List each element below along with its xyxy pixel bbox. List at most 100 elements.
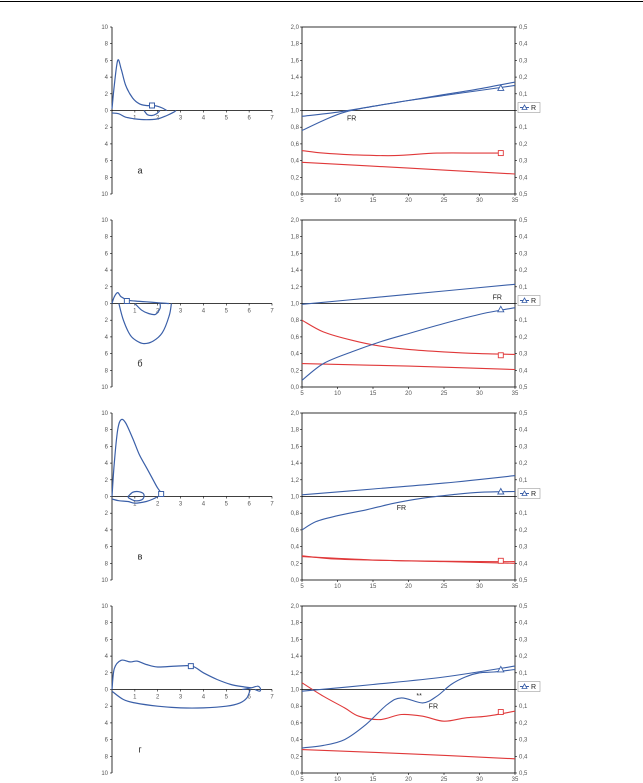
left-square-marker <box>187 663 194 670</box>
left-y-tick-label: 2 <box>105 671 109 677</box>
red-series-upper <box>301 319 516 355</box>
legend-label: R <box>531 298 536 305</box>
right-y2-tick-label: 0,3 <box>519 738 528 744</box>
left-x-tick-label: 7 <box>270 502 274 508</box>
left-x-tick-label: 2 <box>156 695 160 701</box>
right-y2-tick-label: 0,3 <box>519 251 528 257</box>
right-y-tick-label: 1,8 <box>291 235 300 241</box>
right-y-tick-label: 1,2 <box>291 92 300 98</box>
right-y-tick-label: 1,6 <box>291 251 300 257</box>
right-y-tick-label: 1,4 <box>291 654 300 660</box>
left-x-tick-label: 4 <box>202 695 206 701</box>
right-y-tick-label: 1,8 <box>291 621 300 627</box>
left-y-tick-label: 10 <box>101 385 108 391</box>
blue-series-fr <box>301 668 516 749</box>
left-x-tick-label: 4 <box>202 116 206 122</box>
right-y-tick-label: 1,0 <box>291 495 300 501</box>
left-square-marker <box>123 297 130 304</box>
left-curve-upper <box>111 418 163 497</box>
right-x-tick-label: 30 <box>476 198 483 204</box>
right-x-tick-label: 35 <box>512 391 519 397</box>
left-y-tick-label: 2 <box>105 318 109 324</box>
right-y2-tick-label: 0,5 <box>519 385 528 391</box>
right-y2-tick-label: 0,5 <box>519 578 528 584</box>
right-y2-tick-label: 0,1 <box>519 511 528 517</box>
left-y-tick-label: 10 <box>101 218 108 224</box>
left-y-tick-label: 6 <box>105 251 109 257</box>
left-curve-loop <box>143 110 161 117</box>
right-x-tick-label: 20 <box>405 777 412 783</box>
square-marker <box>497 709 504 715</box>
right-y2-tick-label: 0,3 <box>519 58 528 64</box>
left-x-tick-label: 4 <box>202 502 206 508</box>
right-x-tick-label: 30 <box>476 391 483 397</box>
left-y-tick-label: 8 <box>105 754 109 760</box>
square-marker <box>497 557 504 564</box>
square-marker <box>497 150 504 157</box>
left-y-tick-label: 2 <box>105 125 109 131</box>
right-x-tick-label: 5 <box>300 391 304 397</box>
right-y2-tick-label: 0,5 <box>519 771 528 777</box>
right-y2-tick-label: 0,2 <box>519 142 528 148</box>
left-y-tick-label: 8 <box>105 235 109 241</box>
left-y-tick-label: 8 <box>105 368 109 374</box>
right-y2-tick-label: 0,4 <box>519 561 528 567</box>
right-y2-tick-label: 0,2 <box>519 75 528 81</box>
legend-triangle <box>521 683 528 689</box>
right-y-tick-label: 0,8 <box>291 125 300 131</box>
left-curve-upper <box>111 659 252 690</box>
right-y2-tick-label: 0,1 <box>519 478 528 484</box>
red-series-upper <box>301 150 501 157</box>
left-x-tick-label: 1 <box>133 695 137 701</box>
right-y-tick-label: 1,8 <box>291 428 300 434</box>
right-y-tick-label: 2,0 <box>291 25 300 31</box>
left-x-tick-label: 6 <box>247 695 251 701</box>
left-curve-loop <box>134 303 161 316</box>
right-y-tick-label: 0,8 <box>291 511 300 517</box>
right-x-tick-label: 10 <box>334 777 341 783</box>
right-y2-tick-label: 0,1 <box>519 704 528 710</box>
red-series-lower <box>301 363 516 371</box>
left-y-tick-label: 10 <box>101 771 108 777</box>
right-x-tick-label: 35 <box>512 584 519 590</box>
right-y2-tick-label: 0,5 <box>519 192 528 198</box>
left-y-tick-label: 0 <box>105 688 109 694</box>
right-y2-tick-label: 0,1 <box>519 92 528 98</box>
right-y2-tick-label: 0,2 <box>519 721 528 727</box>
right-y2-tick-label: 0,1 <box>519 285 528 291</box>
red-series-lower <box>301 556 516 564</box>
right-y-tick-label: 2,0 <box>291 411 300 417</box>
right-y2-tick-label: 0,2 <box>519 461 528 467</box>
left-y-tick-label: 6 <box>105 545 109 551</box>
left-y-tick-label: 6 <box>105 637 109 643</box>
right-x-tick-label: 30 <box>476 584 483 590</box>
right-y-tick-label: 1,6 <box>291 444 300 450</box>
panel-label: а <box>137 165 142 175</box>
right-y-tick-label: 0,4 <box>291 159 300 165</box>
square-marker <box>497 352 504 359</box>
left-y-tick-label: 10 <box>101 604 108 610</box>
right-y-tick-label: 1,2 <box>291 671 300 677</box>
right-y2-tick-label: 0,5 <box>519 218 528 224</box>
right-y2-tick-label: 0,3 <box>519 352 528 358</box>
panel-label: б <box>137 358 142 368</box>
left-y-tick-label: 6 <box>105 738 109 744</box>
red-series-upper <box>301 682 516 722</box>
right-y-tick-label: 1,4 <box>291 461 300 467</box>
left-x-tick-label: 7 <box>270 116 274 122</box>
left-x-tick-label: 6 <box>247 116 251 122</box>
right-x-tick-label: 30 <box>476 777 483 783</box>
left-y-tick-label: 8 <box>105 621 109 627</box>
left-x-tick-label: 6 <box>247 309 251 315</box>
right-y-tick-label: 0,4 <box>291 352 300 358</box>
right-y2-tick-label: 0,3 <box>519 159 528 165</box>
right-y-tick-label: 0,6 <box>291 721 300 727</box>
left-curve-loop <box>242 685 262 692</box>
blue-series-fr <box>301 81 516 132</box>
right-x-tick-label: 15 <box>370 198 377 204</box>
right-x-tick-label: 5 <box>300 777 304 783</box>
left-x-tick-label: 5 <box>225 309 229 315</box>
left-x-tick-label: 7 <box>270 695 274 701</box>
left-y-tick-label: 2 <box>105 92 109 98</box>
blue-series-fr <box>301 490 516 531</box>
